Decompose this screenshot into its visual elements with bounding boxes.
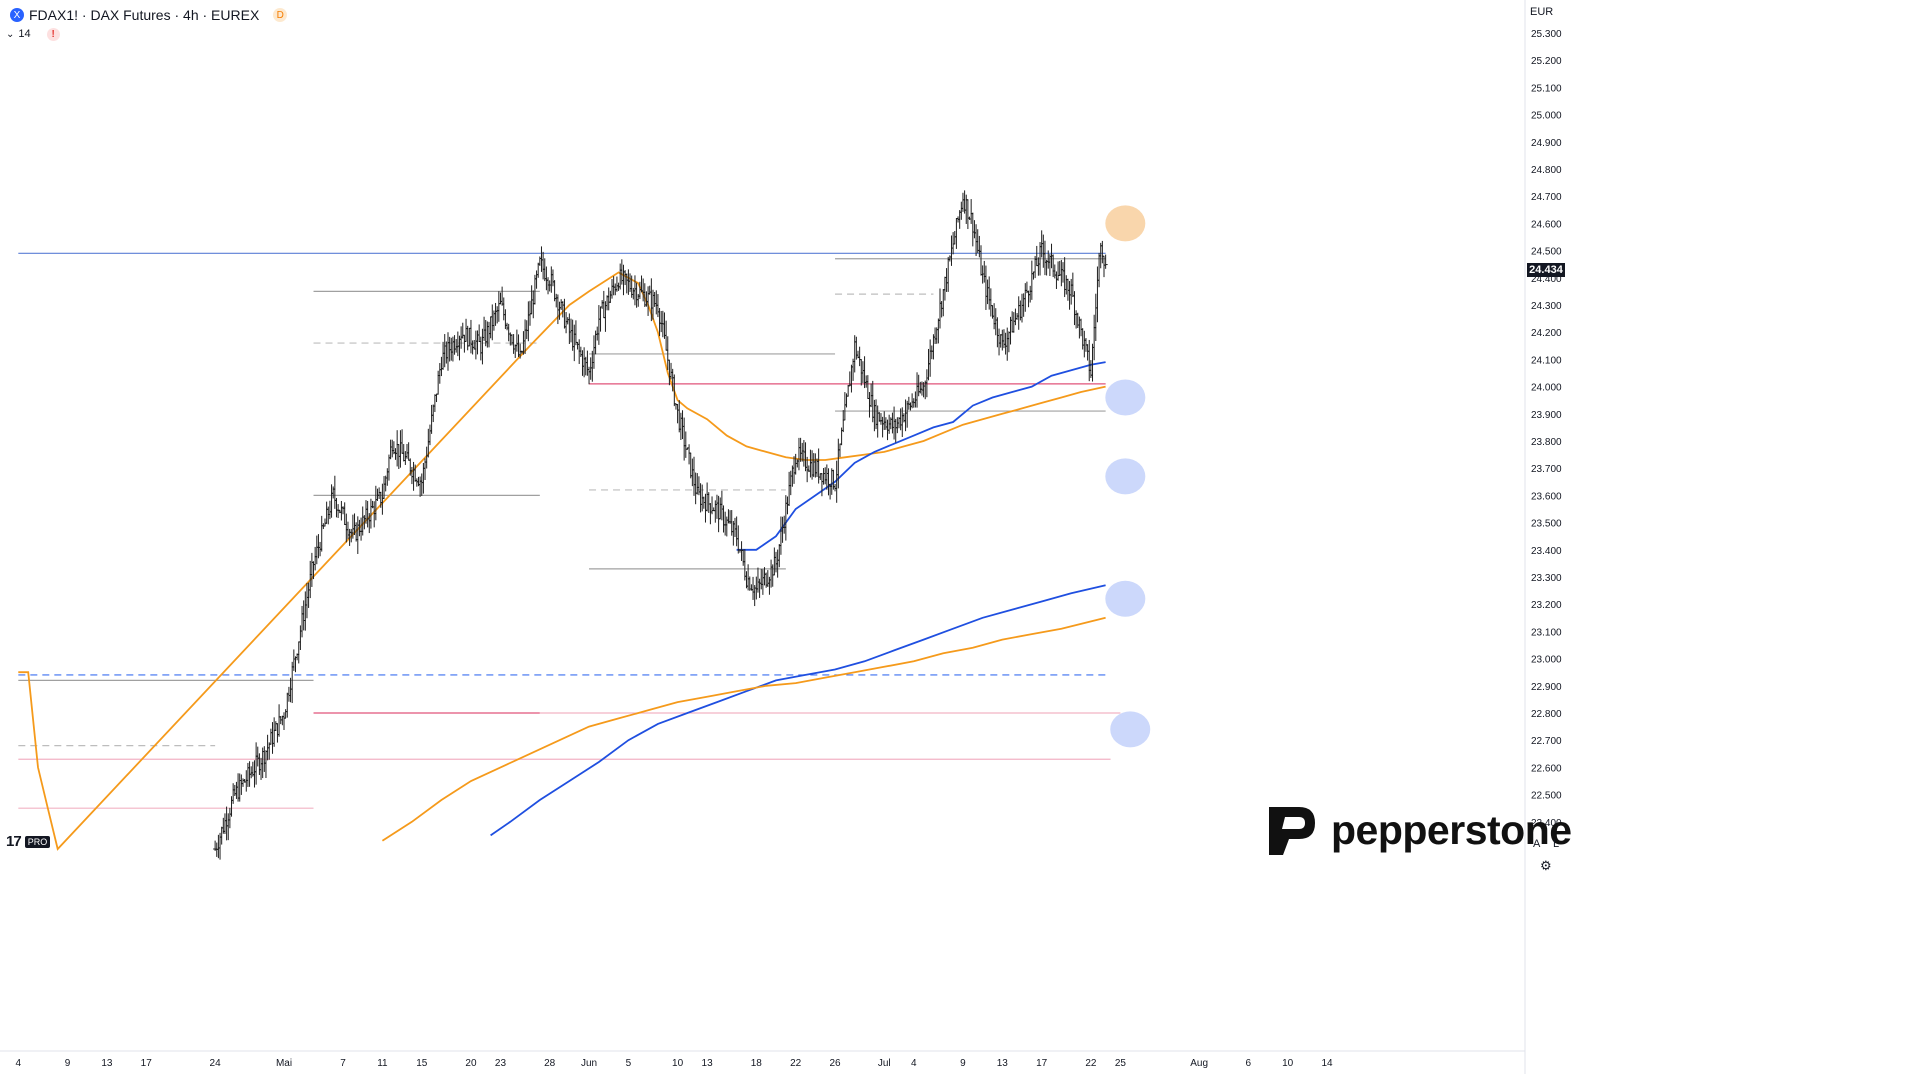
time-tick-label: 11 [377,1058,388,1069]
price-tick-label: 24.300 [1531,301,1562,312]
symbol-logo-icon: X [10,8,24,22]
time-tick-label: 13 [997,1058,1009,1069]
time-tick-label: 25 [1115,1058,1127,1069]
tradingview-mark-icon: 17 [6,833,22,850]
target-zone-marker [1105,580,1146,617]
time-tick-label: 10 [1282,1058,1294,1069]
time-tick-label: 22 [1085,1058,1097,1069]
time-tick-label: 5 [626,1058,632,1069]
price-tick-label: 22.400 [1531,818,1562,829]
moving-average-line [736,361,1106,551]
time-tick-label: 23 [495,1058,507,1069]
target-zone-marker [1105,458,1146,495]
tradingview-logo[interactable]: 17 PRO [6,833,51,850]
time-tick-label: 6 [1246,1058,1252,1069]
time-tick-label: 9 [65,1058,71,1069]
price-tick-label: 24.000 [1531,383,1562,394]
price-tick-label: 25.300 [1531,29,1562,40]
price-tick-label: 23.400 [1531,546,1562,557]
price-tick-label: 25.000 [1531,111,1562,122]
price-tick-label: 22.900 [1531,682,1562,693]
indicator-count: 14 [18,28,31,40]
pro-badge: PRO [24,835,51,848]
moving-average-line [490,584,1106,837]
time-tick-label: 22 [790,1058,802,1069]
delayed-data-badge[interactable]: D [273,8,288,22]
time-axis-ticks: 4 9 13 17 24 Mai 7 11 15 20 23 28 Jun 5 10 13 18 22 26 Jul 4… [16,1058,1334,1069]
time-tick-label: 10 [672,1058,684,1069]
candles [213,190,1108,860]
price-tick-label: 24.400 [1531,274,1562,285]
target-markers [1105,205,1151,748]
target-zone-marker [1105,205,1146,242]
time-tick-label: 13 [101,1058,113,1069]
time-tick-label: 15 [416,1058,428,1069]
time-tick-label: 7 [340,1058,346,1069]
chevron-down-icon[interactable]: ⌄ [6,28,15,40]
brand-name: pepperstone [1331,806,1572,853]
last-price-tag: 24.434 [1527,263,1565,277]
time-tick-label: 24 [210,1058,222,1069]
time-tick-label: 18 [751,1058,763,1069]
time-tick-label: 13 [702,1058,714,1069]
currency-label[interactable]: EUR [1530,6,1554,18]
target-zone-marker [1105,379,1146,416]
price-tick-label: 23.200 [1531,600,1562,611]
price-tick-label: 23.900 [1531,410,1562,421]
time-tick-label: Aug [1190,1058,1208,1069]
time-tick-label: Jul [878,1058,891,1069]
time-tick-label: 28 [544,1058,556,1069]
moving-average-line [381,616,1106,842]
time-tick-label: 4 [911,1058,917,1069]
time-tick-label: 9 [960,1058,966,1069]
price-tick-label: 24.500 [1531,247,1562,258]
time-tick-label: Mai [276,1058,292,1069]
price-tick-label: 23.000 [1531,655,1562,666]
indicator-toggle[interactable]: ⌄ 14 ! [6,26,60,42]
symbol-title[interactable]: FDAX1! · DAX Futures · 4h · EUREX [29,7,260,23]
time-tick-label: Jun [581,1058,597,1069]
time-tick-label: 17 [1036,1058,1048,1069]
log-scale-button[interactable]: L [1553,838,1560,850]
target-zone-marker [1110,711,1151,748]
price-tick-label: 23.800 [1531,437,1562,448]
price-tick-label: 23.600 [1531,491,1562,502]
price-tick-label: 23.300 [1531,573,1562,584]
horizontal-levels [18,252,1121,809]
price-tick-label: 23.500 [1531,519,1562,530]
time-tick-label: 17 [141,1058,153,1069]
price-tick-label: 22.500 [1531,791,1562,802]
symbol-header[interactable]: X FDAX1! · DAX Futures · 4h · EUREX D [10,6,288,24]
price-tick-label: 24.100 [1531,355,1562,366]
price-tick-label: 25.100 [1531,83,1562,94]
price-tick-label: 22.700 [1531,736,1562,747]
time-tick-label: 20 [465,1058,477,1069]
price-tick-label: 24.700 [1531,192,1562,203]
gear-icon[interactable]: ⚙ [1540,858,1552,873]
price-tick-label: 22.800 [1531,709,1562,720]
price-tick-label: 23.100 [1531,627,1562,638]
price-axis-ticks: 25.300 25.200 25.100 25.000 24.900 24.800 24.7… [1531,29,1562,829]
pepperstone-logo-icon [1269,807,1315,855]
auto-scale-button[interactable]: A [1533,838,1541,850]
time-tick-label: 4 [16,1058,22,1069]
price-tick-label: 23.700 [1531,464,1562,475]
price-tick-label: 24.800 [1531,165,1562,176]
price-tick-label: 22.600 [1531,763,1562,774]
price-tick-label: 24.600 [1531,219,1562,230]
price-tick-label: 24.900 [1531,138,1562,149]
time-tick-label: 14 [1321,1058,1333,1069]
warning-icon[interactable]: ! [46,27,60,41]
candle [1103,254,1108,269]
pepperstone-watermark: pepperstone [1263,803,1572,857]
price-tick-label: 25.200 [1531,56,1562,67]
price-tick-label: 24.200 [1531,328,1562,339]
time-tick-label: 26 [829,1058,841,1069]
